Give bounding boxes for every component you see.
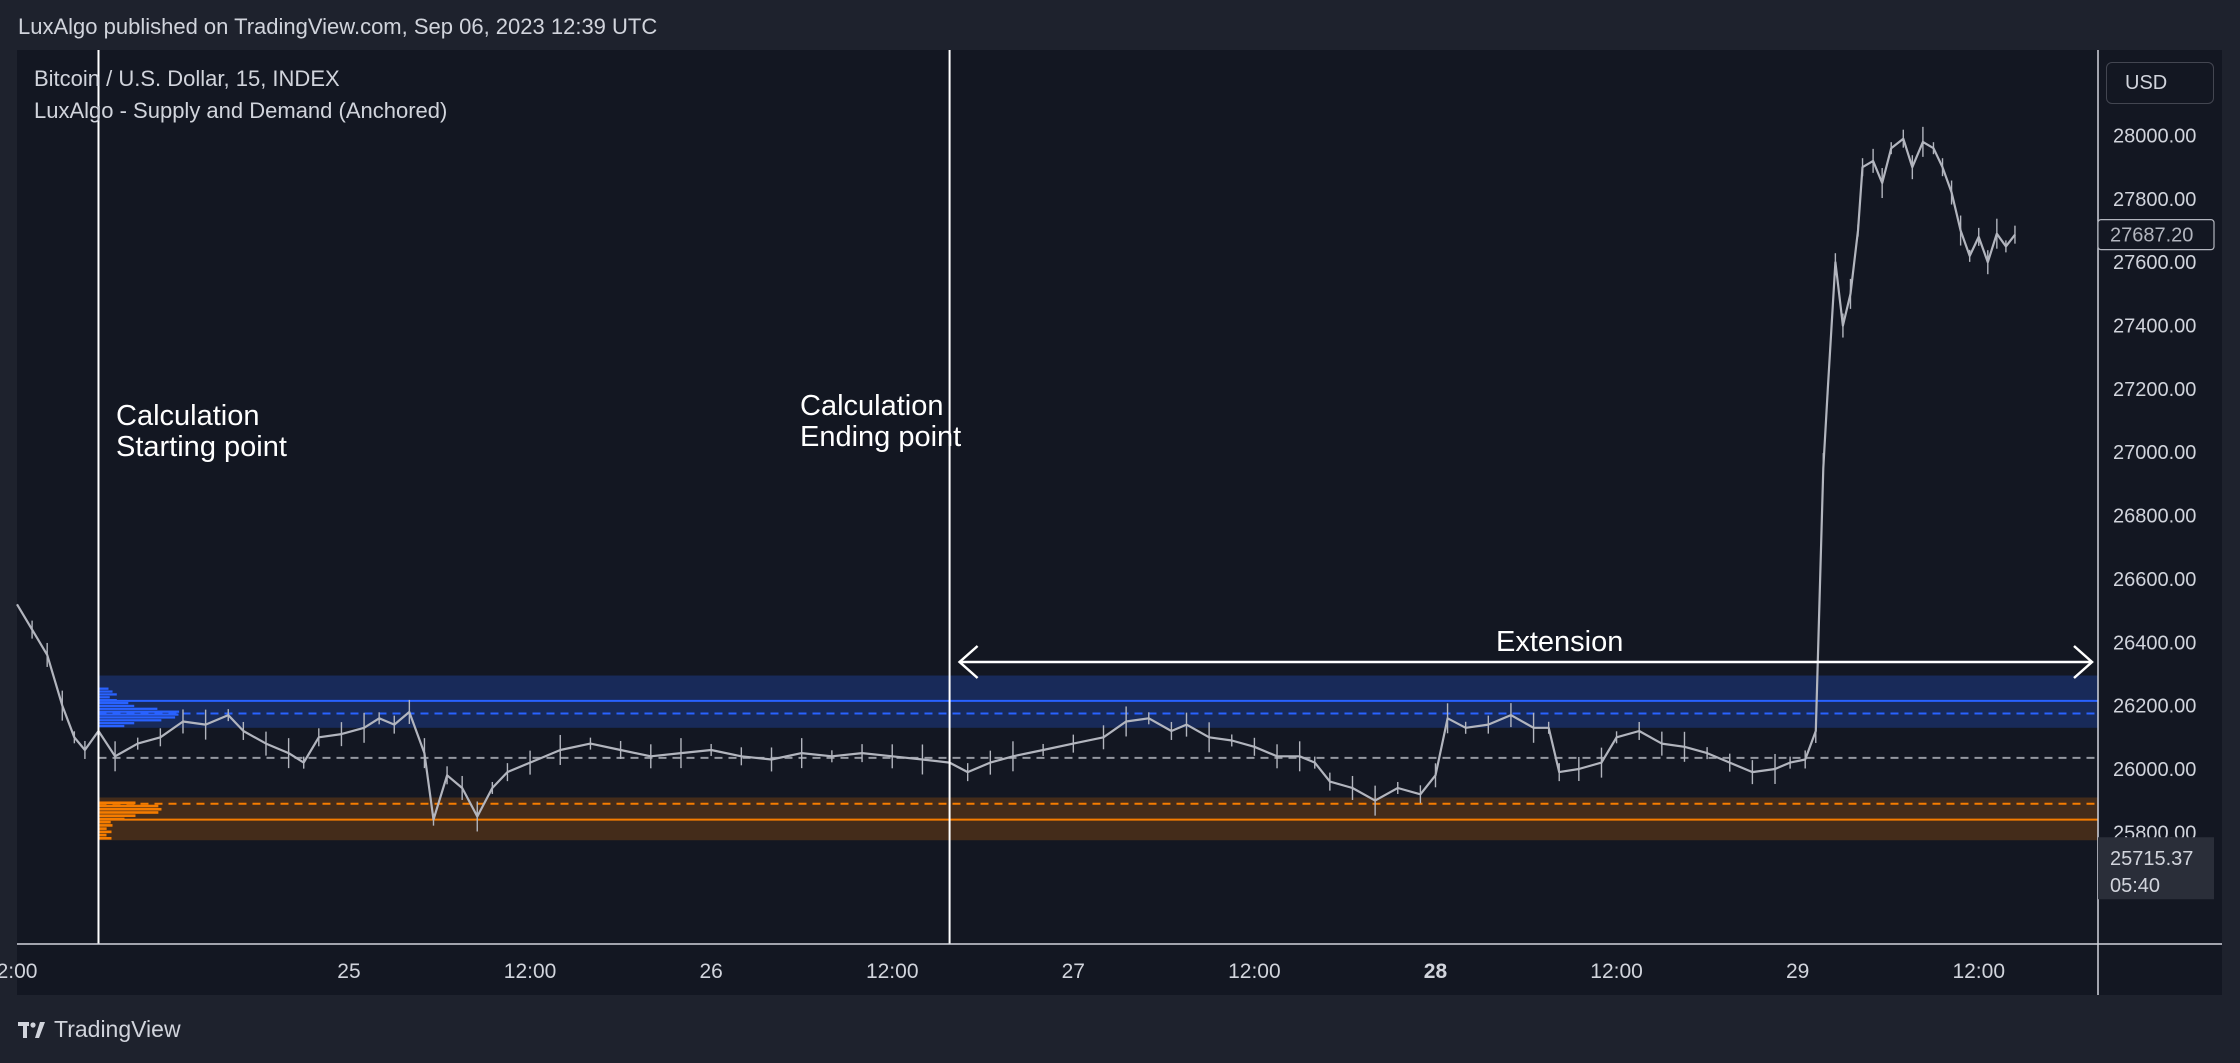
demand-profile-bar (98, 814, 136, 818)
y-tick-label: 27600.00 (2113, 252, 2196, 274)
chart-frame[interactable] (17, 50, 2222, 995)
supply-profile-bar (98, 719, 162, 722)
supply-profile-bar (98, 704, 135, 708)
last-price-box (2097, 219, 2215, 251)
y-tick-label: 26000.00 (2113, 759, 2196, 781)
supply-profile-bar (98, 710, 180, 713)
x-tick-label: 29 (1786, 960, 1809, 983)
demand-profile-bar (98, 830, 112, 834)
y-tick-label: 26400.00 (2113, 632, 2196, 654)
y-tick-label: 26800.00 (2113, 506, 2196, 528)
supply-profile-bar (98, 701, 129, 705)
last-price-label: 27687.20 (2110, 225, 2193, 247)
supply-profile-bar (98, 716, 176, 719)
symbol-legend[interactable]: Bitcoin / U.S. Dollar, 15, INDEX (34, 66, 340, 91)
demand-profile-bar (98, 811, 159, 814)
supply-profile-bar (98, 696, 110, 699)
x-tick-label: 25 (337, 960, 360, 983)
extension-arrow-right-head (2073, 645, 2094, 679)
supply-profile-bar (98, 699, 117, 702)
supply-profile-bar (98, 713, 179, 716)
footer-brand[interactable]: TradingView (18, 1016, 181, 1043)
x-tick-label: 12:00 (866, 960, 919, 983)
price-series (16, 126, 2016, 832)
annotation-end-line1: Calculation (800, 390, 944, 422)
countdown-box (2098, 837, 2214, 900)
y-tick-label: 27000.00 (2113, 442, 2196, 464)
demand-profile-bar (98, 837, 112, 840)
y-tick-label: 28000.00 (2113, 126, 2196, 148)
y-tick-label: 26200.00 (2113, 696, 2196, 718)
supply-profile-bar (98, 687, 109, 690)
indicator-legend[interactable]: LuxAlgo - Supply and Demand (Anchored) (34, 98, 448, 123)
annotation-extension: Extension (1496, 626, 1624, 658)
x-tick-label: 26 (699, 960, 722, 983)
annotation-start-line2: Starting point (116, 431, 287, 463)
x-tick-label: 12:00 (504, 960, 557, 983)
x-tick-label: 27 (1062, 960, 1085, 983)
demand-profile-bar (98, 824, 113, 827)
axes: 28000.00 27800.00 27600.00 27400.00 27200.00… (0, 50, 2222, 995)
x-tick-label: 2:00 (0, 960, 37, 983)
x-tick-label: 28 (1424, 960, 1448, 983)
brand-name: TradingView (54, 1016, 181, 1042)
tradingview-logo-icon (18, 1021, 45, 1038)
extension-arrow-left-head (957, 645, 979, 679)
y-tick-label: 27200.00 (2113, 379, 2196, 401)
price-line (16, 137, 2016, 821)
demand-profile-bar (98, 833, 107, 837)
x-tick-label: 12:00 (1952, 960, 2005, 983)
y-tick-label: 26600.00 (2113, 569, 2196, 591)
currency-button[interactable]: USD (2106, 62, 2214, 104)
x-tick-label: 12:00 (1228, 960, 1281, 983)
y-tick-label: 27400.00 (2113, 316, 2196, 338)
demand-profile-bar (98, 807, 162, 811)
demand-profile-bar (98, 827, 107, 830)
y-tick-label: 27800.00 (2113, 189, 2196, 211)
annotation-start: Calculation Starting point (116, 401, 287, 463)
supply-profile-bar (98, 690, 113, 693)
annotation-end-line2: Ending point (800, 421, 962, 453)
volume-profile (98, 687, 180, 840)
demand-profile-bar (98, 820, 111, 824)
x-tick-label: 12:00 (1590, 960, 1643, 983)
published-by: LuxAlgo published on TradingView.com, Se… (18, 14, 658, 39)
demand-profile-bar (98, 804, 159, 808)
demand-profile-bar (98, 801, 136, 805)
supply-profile-bar (98, 707, 158, 710)
supply-profile-bar (98, 722, 135, 725)
supply-profile-bar (98, 693, 117, 696)
annotation-end: Calculation Ending point (800, 391, 961, 453)
supply-demand-zones (98, 675, 2098, 841)
countdown-price-label: 25715.37 (2110, 848, 2193, 870)
extension-arrow (957, 645, 2094, 679)
countdown-time-label: 05:40 (2110, 875, 2160, 897)
annotation-start-line1: Calculation (116, 400, 260, 432)
demand-profile-bar (98, 817, 125, 821)
anchor-lines (97, 50, 951, 944)
supply-profile-bar (98, 724, 125, 728)
